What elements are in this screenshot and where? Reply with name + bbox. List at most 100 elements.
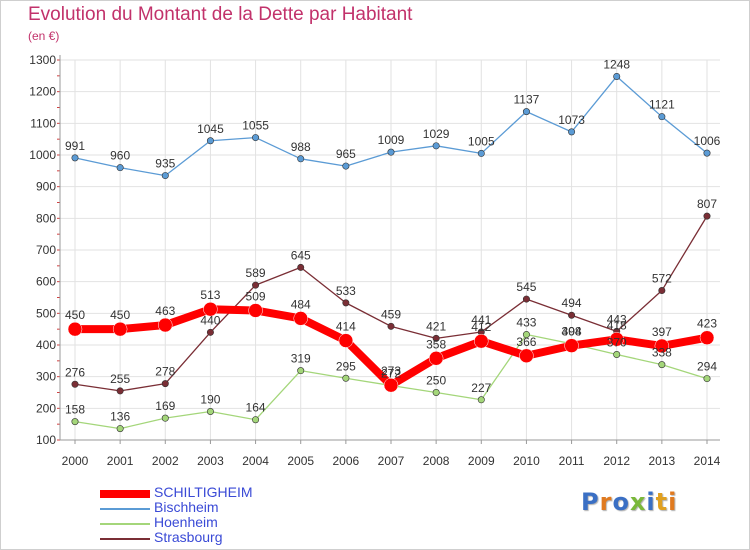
data-point-bischheim [522,108,530,116]
data-point-strasbourg [297,263,305,271]
data-label-schiltigheim: 513 [200,288,220,302]
data-point-strasbourg [658,287,666,295]
data-label-strasbourg: 255 [110,372,130,386]
data-point-schiltigheim [248,303,263,318]
data-point-schiltigheim [67,321,83,337]
data-point-schiltigheim [654,338,670,354]
data-label-hoenheim: 164 [246,401,266,415]
series-points [67,72,715,433]
data-label-schiltigheim: 418 [607,318,627,332]
chart-title: Evolution du Montant de la Dette par Hab… [28,4,413,25]
data-label-schiltigheim: 423 [697,317,717,331]
x-tick-label: 2011 [559,454,585,468]
logo-letter: P [581,488,600,516]
data-point-hoenheim [252,416,260,424]
data-label-bischheim: 988 [291,140,311,154]
data-label-strasbourg: 494 [562,296,582,310]
legend-swatch-schiltigheim [100,490,150,498]
data-point-hoenheim [658,361,666,369]
data-label-hoenheim: 370 [607,336,627,350]
data-label-schiltigheim: 412 [471,320,491,334]
data-label-bischheim: 935 [155,157,175,171]
data-labels: 991 960 935 1045 1055 988 965 1009 1029 1005 1137 1… [65,57,721,423]
data-point-strasbourg [252,281,260,289]
data-point-schiltigheim [203,301,218,317]
data-point-strasbourg [568,311,576,319]
data-label-schiltigheim: 366 [516,335,536,349]
data-label-bischheim: 960 [110,149,130,163]
data-label-hoenheim: 404 [562,325,582,339]
logo-letter: o [612,488,630,516]
logo-letter: t [655,488,669,516]
data-point-strasbourg [703,212,711,220]
data-label-schiltigheim: 414 [336,320,356,334]
data-label-hoenheim: 190 [200,393,220,407]
data-label-strasbourg: 572 [652,272,672,286]
y-tick-label: 1000 [29,148,56,162]
data-point-bischheim [568,128,576,136]
data-label-hoenheim: 158 [65,403,85,417]
y-tick-label: 800 [36,211,56,225]
data-point-schiltigheim [112,321,128,337]
y-tick-label: 400 [36,338,56,352]
data-label-bischheim: 1248 [603,57,630,71]
data-point-strasbourg [522,295,530,303]
y-tick-label: 200 [36,401,56,415]
legend-swatch-strasbourg [100,538,150,540]
data-point-schiltigheim [338,333,354,348]
data-point-schiltigheim [428,351,444,366]
data-point-strasbourg [71,380,79,388]
data-label-strasbourg: 459 [381,307,401,321]
x-tick-label: 2013 [649,454,676,468]
data-label-strasbourg: 421 [426,319,446,333]
y-tick-label: 1200 [29,85,56,99]
data-point-schiltigheim [158,317,173,333]
data-point-schiltigheim [519,348,534,364]
data-label-bischheim: 1121 [649,98,675,112]
data-label-schiltigheim: 398 [562,325,582,339]
data-label-strasbourg: 440 [200,313,220,327]
data-point-schiltigheim [293,311,308,326]
x-tick-label: 2014 [694,454,721,468]
x-tick-label: 2010 [513,454,540,468]
data-point-bischheim [161,172,169,180]
data-label-strasbourg: 645 [291,248,311,262]
legend-label-bischheim: Bischheim [154,499,219,515]
data-label-hoenheim: 169 [155,399,175,413]
data-point-bischheim [477,149,485,157]
data-point-hoenheim [522,331,530,339]
data-point-schiltigheim [383,377,399,393]
data-point-strasbourg [432,334,440,342]
data-point-hoenheim [206,407,214,415]
x-tick-label: 2009 [468,454,495,468]
data-point-hoenheim [116,425,124,433]
data-label-schiltigheim: 397 [652,325,672,339]
x-tick-label: 2005 [287,454,314,468]
data-label-schiltigheim: 450 [65,308,85,322]
data-point-strasbourg [161,380,169,388]
y-tick-label: 300 [36,370,56,384]
proxiti-logo: Proxiti [581,488,677,516]
chart-unit: (en €) [28,29,60,43]
data-point-bischheim [297,155,305,163]
data-label-schiltigheim: 450 [110,308,130,322]
data-label-bischheim: 1073 [558,113,585,127]
data-point-schiltigheim [699,330,715,345]
data-label-bischheim: 1029 [423,127,450,141]
x-tick-label: 2007 [378,454,405,468]
data-label-strasbourg: 545 [516,280,536,294]
x-tick-label: 2012 [603,454,630,468]
data-label-strasbourg: 441 [471,313,491,327]
data-point-bischheim [613,72,621,80]
x-tick-label: 2003 [197,454,224,468]
data-label-schiltigheim: 463 [155,304,175,318]
data-label-schiltigheim: 509 [246,289,266,303]
x-tick-label: 2008 [423,454,450,468]
logo-letter: x [629,488,647,516]
data-label-hoenheim: 250 [426,374,446,388]
data-point-hoenheim [432,388,440,396]
axes: 100 200 300 400 500 600 700 800 900 1000 1100 1200 1… [29,53,720,468]
data-point-strasbourg [342,299,350,307]
legend-swatch-hoenheim [100,523,150,525]
data-point-bischheim [342,162,350,170]
